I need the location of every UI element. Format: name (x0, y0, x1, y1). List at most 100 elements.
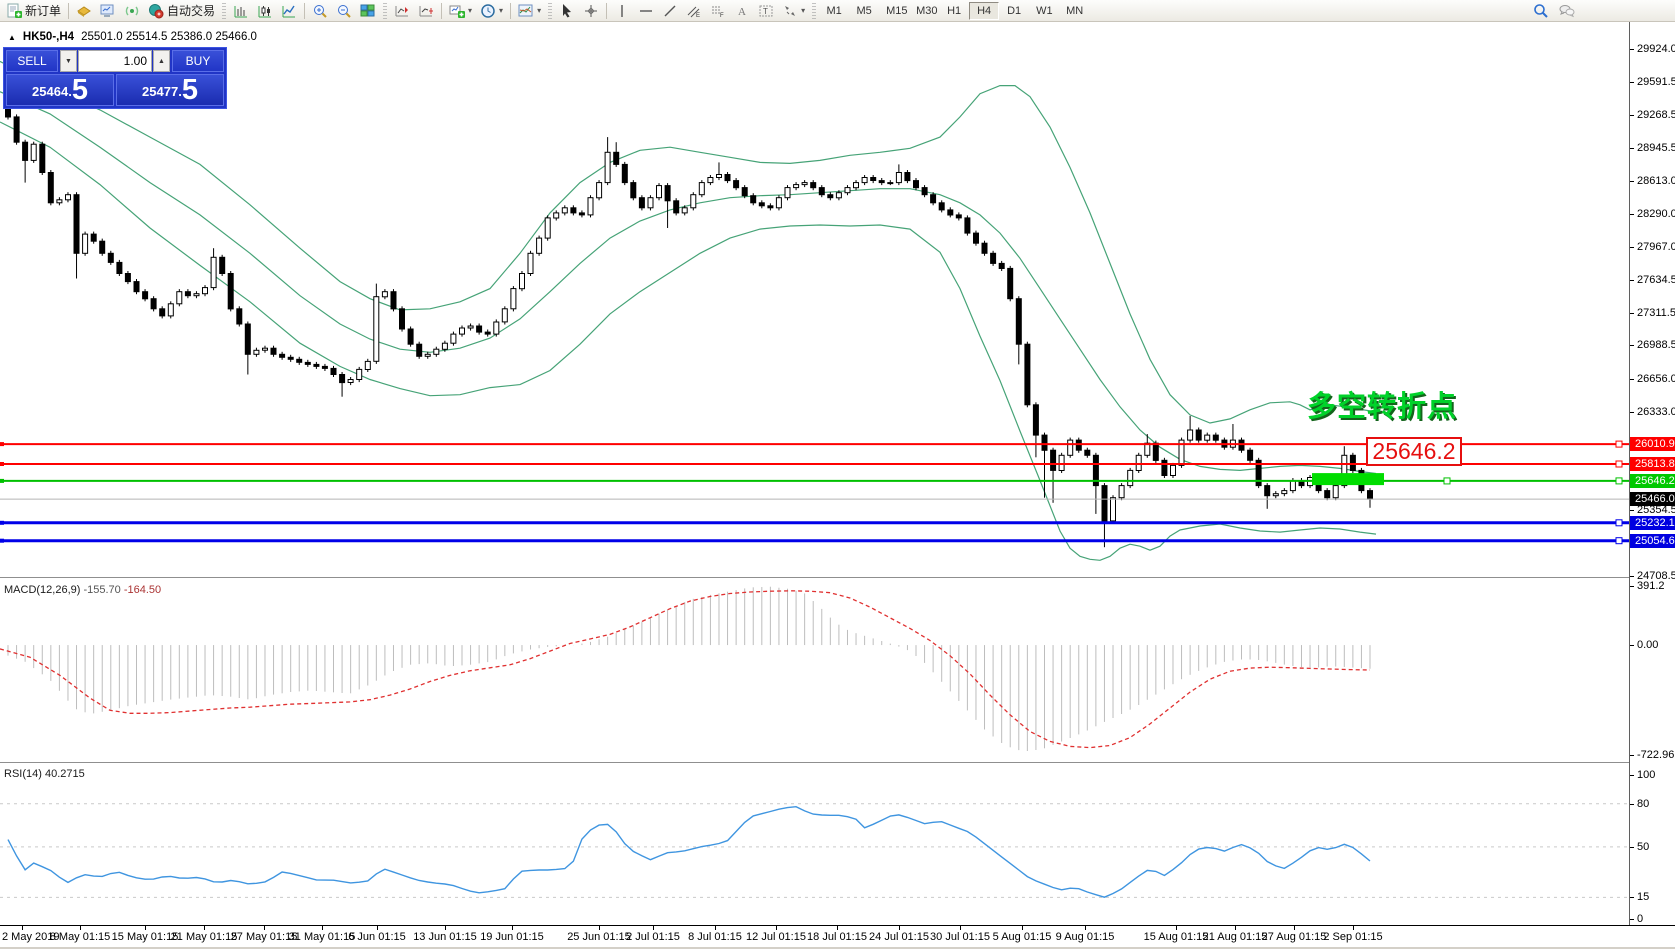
timeframe-button-m5[interactable]: M5 (849, 2, 879, 20)
chat-icon[interactable] (1559, 3, 1575, 19)
signal-icon (124, 3, 140, 19)
candle-body (339, 374, 346, 384)
candle-body (1204, 434, 1211, 441)
candle-body (656, 185, 662, 199)
arrows-tool-button[interactable]: ▾ (778, 1, 809, 21)
line-edge-marker (0, 462, 4, 466)
market-watch-button[interactable] (96, 1, 120, 21)
candle-body (1118, 485, 1125, 499)
timeframe-button-w1[interactable]: W1 (1029, 2, 1059, 20)
date-label: 8 Jul 01:15 (688, 931, 742, 943)
candle-body (467, 325, 474, 329)
horizontal-line-tool-button[interactable] (634, 1, 658, 21)
volume-increase-button[interactable]: ▲ (153, 50, 170, 72)
collapse-marker-icon[interactable]: ▲ (8, 32, 16, 42)
line-handle[interactable] (1615, 477, 1623, 485)
autotrade-button[interactable]: 自动交易 (144, 1, 219, 21)
axis-tick (1630, 213, 1634, 215)
candle-body (964, 217, 971, 234)
candle-body (810, 182, 817, 189)
template-button[interactable]: ▾ (514, 1, 545, 21)
buy-price-button[interactable]: 25477. 5 (116, 74, 224, 106)
candle-body (707, 177, 714, 184)
channel-tool-button[interactable]: E (682, 1, 706, 21)
candle-body (621, 163, 628, 184)
timeframe-button-m1[interactable]: M1 (819, 2, 849, 20)
candle-body (116, 261, 123, 274)
sell-button[interactable]: SELL (6, 50, 58, 72)
package-button[interactable] (72, 1, 96, 21)
price-axis[interactable]: 29924.0 29591.5 29268.5 28945.5 28613.0 28290… (1629, 22, 1675, 925)
chart-annotation-text[interactable]: 多空转折点 (1306, 391, 1457, 423)
new-chart-button[interactable]: ▾ (445, 1, 476, 21)
trendline-tool-button[interactable] (658, 1, 682, 21)
candle-body (501, 308, 508, 323)
period-clock-button[interactable]: ▾ (476, 1, 507, 21)
date-label: 6 Jun 01:15 (348, 931, 406, 943)
line-handle[interactable] (1615, 440, 1623, 448)
macd-panel-canvas[interactable] (0, 580, 1629, 762)
line-handle[interactable] (1615, 460, 1623, 468)
buy-button[interactable]: BUY (172, 50, 224, 72)
line-handle[interactable] (1615, 519, 1623, 527)
candle-body (1135, 454, 1142, 471)
zoom-out-button[interactable] (332, 1, 356, 21)
date-tick (599, 926, 600, 930)
volume-decrease-button[interactable]: ▼ (60, 50, 77, 72)
candle-body (184, 291, 191, 297)
volume-input[interactable] (78, 50, 152, 72)
timeframe-button-h1[interactable]: H1 (939, 2, 969, 20)
new-order-button[interactable]: 新订单 (2, 1, 65, 21)
timeframe-button-m15[interactable]: M15 (879, 2, 909, 20)
date-axis[interactable]: 2 May 2019 8 May 01:15 15 May 01:15 21 May … (0, 925, 1675, 947)
search-icon[interactable] (1533, 3, 1549, 19)
timeframe-button-mn[interactable]: MN (1059, 2, 1089, 20)
vertical-line-tool-button[interactable] (610, 1, 634, 21)
cursor-tool-button[interactable] (555, 1, 579, 21)
auto-scroll-button[interactable] (414, 1, 438, 21)
symbol-timeframe-label: HK50-,H4 (22, 31, 75, 43)
date-tick (445, 926, 446, 930)
candle-body (56, 199, 63, 204)
candle-body (244, 323, 251, 355)
axis-tick-label: 0.00 (1637, 639, 1659, 652)
market-watch-icon (100, 3, 116, 19)
candlestick-chart-button[interactable] (253, 1, 277, 21)
price-chart-canvas[interactable] (0, 22, 1629, 577)
zoom-out-icon (336, 3, 352, 19)
fibonacci-tool-button[interactable]: F (706, 1, 730, 21)
text-tool-button[interactable]: A (730, 1, 754, 21)
candle-body (1032, 404, 1039, 436)
panel-separator[interactable] (0, 577, 1675, 578)
candle-body (990, 252, 997, 264)
date-label: 8 May 01:15 (49, 931, 111, 943)
line-handle[interactable] (1443, 477, 1451, 485)
timeframe-button-d1[interactable]: D1 (999, 2, 1029, 20)
price-callout-box[interactable]: 25646.2 (1366, 437, 1462, 466)
axis-tick-label: 26333.0 (1637, 405, 1675, 418)
timeframe-button-m30[interactable]: M30 (909, 2, 939, 20)
axis-tick-label: -722.96 (1637, 748, 1675, 761)
axis-tick (1630, 575, 1634, 577)
candle-body (441, 342, 448, 350)
rsi-panel-canvas[interactable] (0, 764, 1629, 925)
crosshair-tool-button[interactable] (579, 1, 603, 21)
line-chart-button[interactable] (277, 1, 301, 21)
axis-tick (1630, 147, 1634, 149)
new-order-icon (6, 3, 22, 19)
axis-tick-label: 0 (1637, 912, 1644, 925)
bar-chart-button[interactable] (229, 1, 253, 21)
candle-body (399, 308, 405, 330)
candle-body (1324, 490, 1331, 499)
candle-body (638, 197, 645, 209)
zoom-in-button[interactable] (308, 1, 332, 21)
timeframe-button-h4[interactable]: H4 (969, 2, 1000, 20)
chart-shift-button[interactable] (390, 1, 414, 21)
tile-windows-button[interactable] (356, 1, 380, 21)
sell-price-button[interactable]: 25464. 5 (6, 74, 114, 106)
line-handle[interactable] (1615, 537, 1623, 545)
highlight-rectangle[interactable] (1312, 473, 1384, 486)
signal-button[interactable] (120, 1, 144, 21)
panel-separator[interactable] (0, 762, 1675, 763)
label-tool-button[interactable]: T (754, 1, 778, 21)
